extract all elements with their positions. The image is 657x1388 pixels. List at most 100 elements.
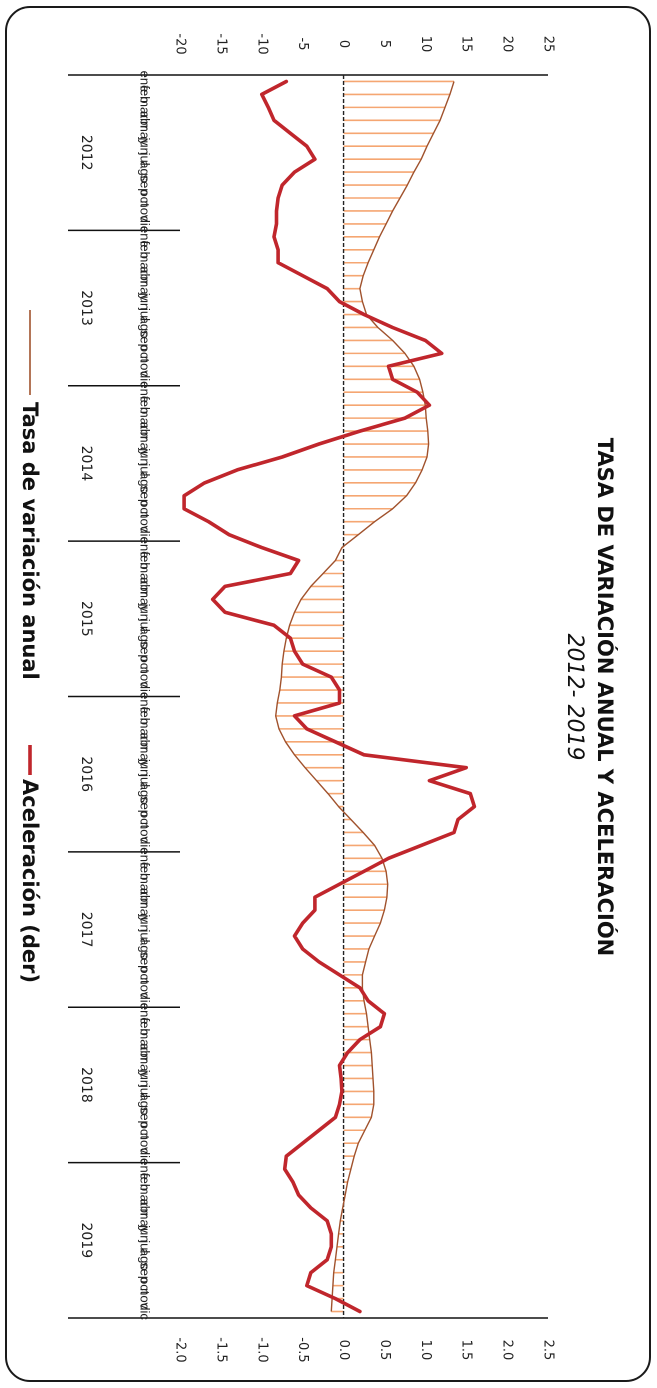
month-label: ago: [138, 627, 153, 649]
left-axis-tick-label: 0: [336, 40, 351, 48]
month-label: abr: [138, 1199, 153, 1218]
month-label: sep: [138, 641, 153, 662]
month-label: dic: [138, 216, 153, 233]
month-label: nov: [138, 977, 153, 998]
month-label: feb: [138, 707, 153, 725]
right-axis-tick-label: -2.0: [173, 1337, 188, 1362]
month-label: abr: [138, 266, 153, 285]
right-axis-tick-label: 2.5: [541, 1340, 556, 1361]
month-label: may: [138, 587, 153, 612]
month-label: mar: [138, 252, 153, 275]
left-axis-tick-label: -15: [213, 33, 228, 54]
plot-area: TASA DE VARIACIÓN ANUAL Y ACELERACIÓN201…: [18, 33, 618, 1362]
month-label: mar: [138, 718, 153, 741]
left-axis-tick-label: 25: [541, 36, 556, 53]
month-label: nov: [138, 1288, 153, 1309]
month-label: dic: [138, 682, 153, 699]
month-label: ene: [138, 1158, 153, 1180]
legend-aceleracion-label: Aceleración (der): [18, 779, 42, 983]
month-label: ago: [138, 1094, 153, 1116]
month-label: jul: [138, 773, 153, 787]
month-label: oct: [138, 966, 153, 984]
month-label: jun: [138, 1069, 153, 1087]
month-label: may: [138, 898, 153, 923]
month-label: jun: [138, 913, 153, 931]
left-axis-tick-label: -20: [173, 33, 188, 54]
month-label: jul: [138, 929, 153, 943]
year-label: 2012: [78, 135, 94, 171]
left-axis-tick-label: 10: [418, 36, 433, 53]
month-label: sep: [138, 330, 153, 351]
month-label: abr: [138, 888, 153, 907]
year-label: 2019: [78, 1222, 94, 1258]
month-label: jun: [138, 447, 153, 465]
month-label: may: [138, 742, 153, 767]
month-label: jun: [138, 603, 153, 621]
year-label: 2016: [78, 756, 94, 792]
right-axis-tick-label: -0.5: [295, 1337, 310, 1362]
month-label: oct: [138, 345, 153, 363]
month-label: dic: [138, 837, 153, 854]
month-label: ene: [138, 381, 153, 403]
month-label: nov: [138, 1133, 153, 1154]
right-axis-tick-label: 2.0: [500, 1340, 515, 1361]
month-label: dic: [138, 992, 153, 1009]
left-axis-tick-label: 5: [377, 40, 392, 48]
month-label: ene: [138, 692, 153, 714]
month-label: abr: [138, 732, 153, 751]
month-label: nov: [138, 356, 153, 377]
month-label: ago: [138, 472, 153, 494]
month-label: abr: [138, 422, 153, 441]
month-label: feb: [138, 241, 153, 259]
year-label: 2017: [78, 912, 94, 948]
month-label: mar: [138, 873, 153, 896]
month-label: ene: [138, 226, 153, 248]
month-label: nov: [138, 511, 153, 532]
month-label: ene: [138, 537, 153, 559]
year-label: 2013: [78, 290, 94, 326]
month-label: may: [138, 1053, 153, 1078]
month-label: oct: [138, 1122, 153, 1140]
month-label: mar: [138, 96, 153, 119]
month-label: abr: [138, 577, 153, 596]
month-label: ago: [138, 161, 153, 183]
tasa-series-line: [275, 81, 455, 1312]
month-label: mar: [138, 1028, 153, 1051]
year-label: 2014: [78, 446, 94, 482]
month-label: oct: [138, 1277, 153, 1295]
month-label: nov: [138, 200, 153, 221]
left-axis-tick-label: 20: [500, 36, 515, 53]
month-label: sep: [138, 175, 153, 196]
right-axis-tick-label: 0.5: [377, 1340, 392, 1361]
legend-tasa-label: Tasa de variación anual: [18, 402, 42, 680]
month-label: oct: [137, 500, 152, 518]
month-label: jul: [138, 307, 153, 321]
year-label: 2018: [78, 1067, 94, 1103]
month-label: may: [138, 1209, 153, 1234]
month-label: dic: [138, 1303, 153, 1320]
left-axis-tick-label: 15: [459, 36, 474, 53]
month-label: abr: [138, 111, 153, 130]
month-label: ago: [138, 317, 153, 339]
month-label: nov: [138, 667, 153, 688]
month-label: jul: [138, 618, 153, 632]
month-label: jul: [138, 1239, 153, 1253]
month-label: sep: [138, 1107, 153, 1128]
month-label: oct: [138, 655, 153, 673]
month-label: jul: [138, 152, 153, 166]
month-label: jun: [138, 758, 153, 776]
right-axis-tick-label: -1.5: [213, 1337, 228, 1362]
month-label: sep: [138, 485, 153, 506]
month-label: mar: [138, 1184, 153, 1207]
month-label: jul: [138, 462, 153, 476]
month-label: ene: [138, 71, 153, 93]
month-label: oct: [138, 811, 153, 829]
month-label: feb: [138, 1173, 153, 1191]
month-label: ago: [138, 938, 153, 960]
month-label: jun: [138, 1224, 153, 1242]
month-label: jun: [138, 137, 153, 155]
month-label: may: [138, 276, 153, 301]
right-axis-tick-label: 0.0: [336, 1340, 351, 1361]
chart-title: TASA DE VARIACIÓN ANUAL Y ACELERACIÓN: [593, 438, 618, 957]
month-label: feb: [138, 1018, 153, 1036]
